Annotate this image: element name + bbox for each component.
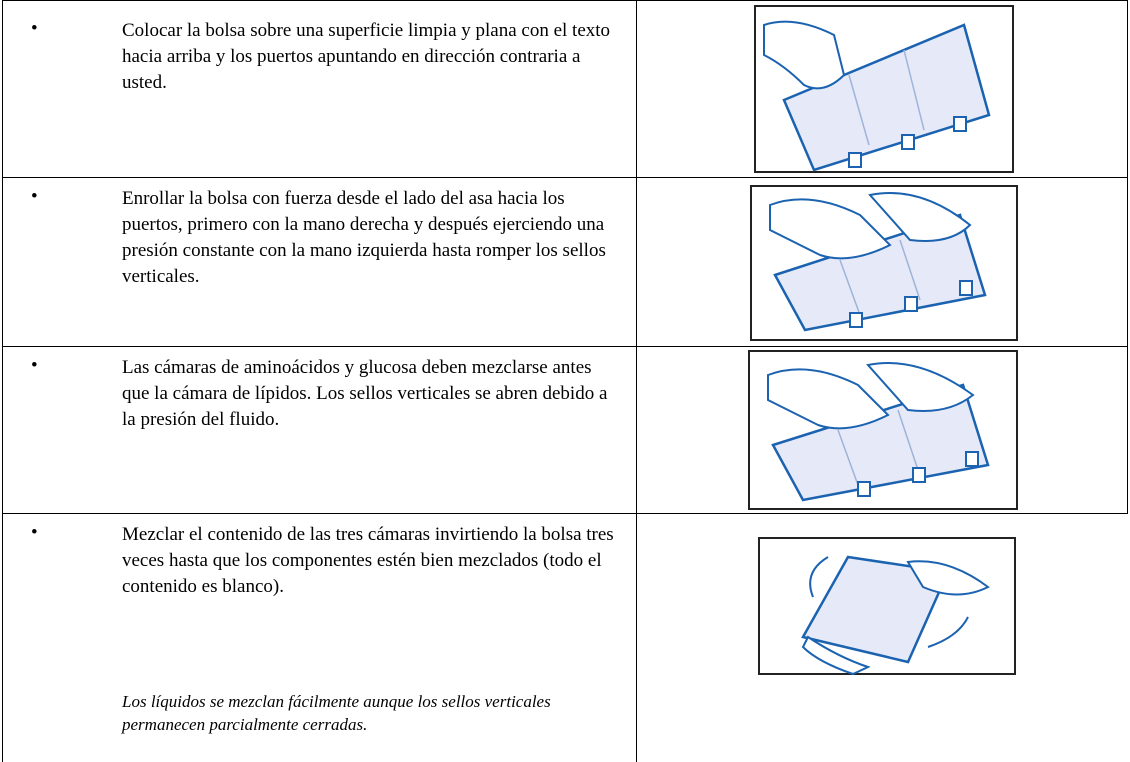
- cell-text: Las cámaras de aminoácidos y glucosa deb…: [122, 357, 608, 430]
- bullet: •: [31, 18, 38, 39]
- cell-text: Enrollar la bolsa con fuerza desde el la…: [122, 188, 606, 287]
- column-border: [636, 0, 637, 762]
- illustration: [748, 350, 1018, 510]
- column-border: [1127, 0, 1128, 513]
- row-border: [2, 0, 1128, 1]
- cell-note: Los líquidos se mezclan fácilmente aunqu…: [122, 692, 551, 734]
- row-border: [2, 513, 1128, 514]
- row-border: [2, 177, 1128, 178]
- bullet: •: [31, 522, 38, 543]
- row-border: [2, 346, 1128, 347]
- bullet: •: [31, 355, 38, 376]
- cell-text: Colocar la bolsa sobre una superficie li…: [122, 20, 611, 93]
- illustration: [754, 5, 1014, 173]
- cell-text: Mezclar el contenido de las tres cámaras…: [122, 524, 614, 597]
- column-border: [2, 0, 3, 762]
- illustration: [758, 537, 1016, 675]
- illustration: [750, 185, 1018, 341]
- bullet: •: [31, 186, 38, 207]
